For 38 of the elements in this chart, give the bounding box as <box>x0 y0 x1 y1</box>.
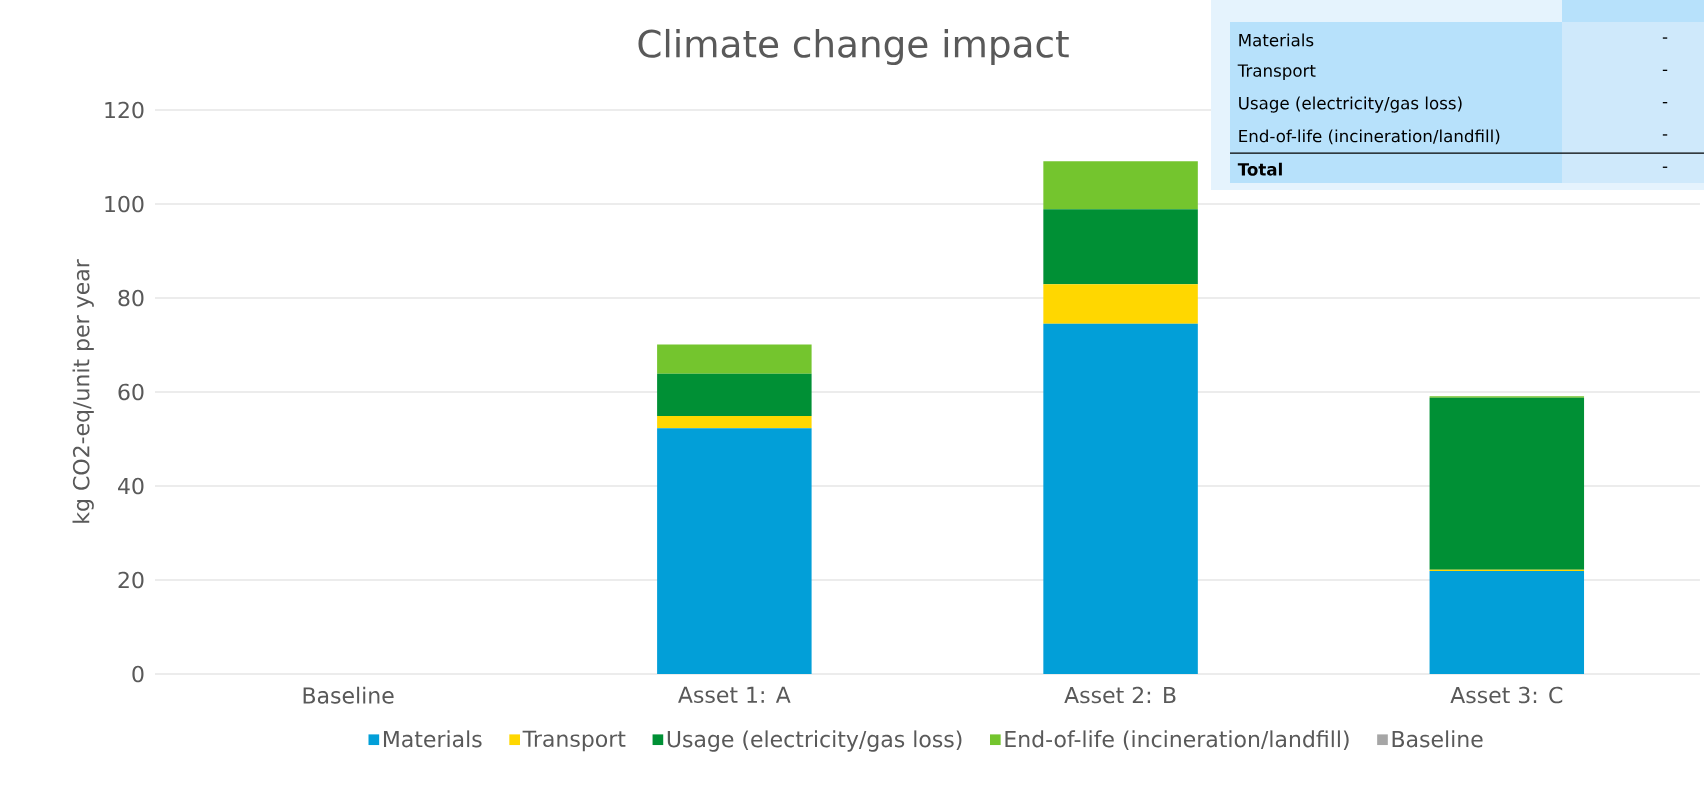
chart-title: Climate change impact <box>638 28 1069 66</box>
text: - <box>1662 101 1668 104</box>
legend-label: Baseline <box>1392 730 1483 748</box>
text: - <box>1662 37 1668 39</box>
legend-label: Usage (electricity/gas loss) <box>667 730 962 752</box>
y-axis-title: kg CO2-eq/unit per year <box>72 259 94 523</box>
bar <box>1429 397 1585 570</box>
text: Materials <box>1239 33 1314 47</box>
y-tick-label: 80 <box>118 289 144 307</box>
annotation: Total <box>1237 162 1282 176</box>
legend-label: End-of-life (incineration/landfill) <box>1005 730 1349 750</box>
y-tick-label: 0 <box>132 665 144 683</box>
legend-label: Transport <box>522 730 626 752</box>
x-tick-label: Baseline <box>303 686 394 704</box>
bar <box>1043 284 1198 324</box>
annotation: End-of-life (incineration/landfill) <box>1239 129 1500 145</box>
bar <box>657 428 812 674</box>
y-tick-label: 20 <box>118 571 144 589</box>
bar <box>657 344 812 374</box>
x-tick-label: Asset 2: B <box>1064 686 1176 704</box>
annotation: - <box>1662 166 1668 168</box>
text: - <box>1662 69 1668 72</box>
bar <box>657 415 812 429</box>
y-tick-label: 60 <box>118 383 144 401</box>
bar <box>1043 209 1198 285</box>
bar <box>1429 571 1585 674</box>
x-tick-label: Asset 3: C <box>1450 686 1563 704</box>
legend-label: Materials <box>383 730 482 748</box>
bar <box>1043 323 1198 674</box>
y-tick-label: 100 <box>105 195 144 213</box>
bar <box>657 373 812 416</box>
bar <box>1043 161 1198 210</box>
x-tick-label: Asset 1: A <box>678 686 791 704</box>
y-tick-label: 40 <box>118 477 144 495</box>
y-tick-label: 120 <box>105 101 144 119</box>
annotation: Usage (electricity/gas loss) <box>1239 96 1462 113</box>
annotation: - <box>1662 134 1668 136</box>
text: Transport <box>1237 64 1316 81</box>
